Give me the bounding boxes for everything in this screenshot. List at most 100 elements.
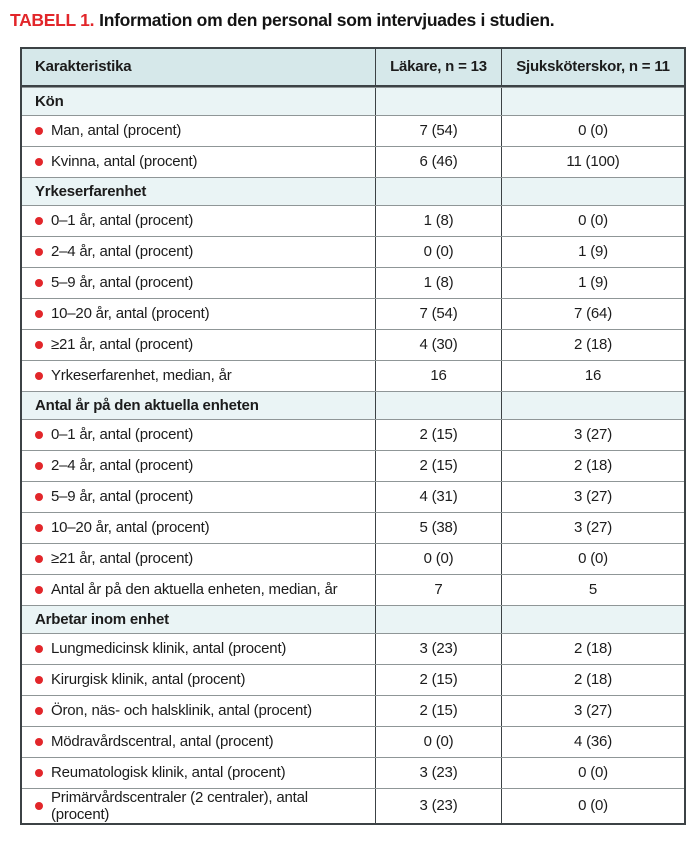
section-header-row: Yrkeserfarenhet: [22, 176, 684, 205]
sjukskoterskor-value-cell: 4 (36): [501, 726, 684, 757]
table-caption: TABELL 1. Information om den personal som…: [0, 0, 700, 32]
lakare-value-cell: 4 (30): [375, 329, 501, 360]
row-label-cell: 5–9 år, antal (procent): [22, 268, 375, 298]
table-row: Yrkeserfarenhet, median, år 16 16: [22, 359, 684, 391]
table-row: Primärvårdscentraler (2 centraler), anta…: [22, 787, 684, 823]
table-row: 10–20 år, antal (procent) 7 (54) 7 (64): [22, 297, 684, 329]
section-title: Antal år på den aktuella enheten: [35, 396, 259, 414]
row-label: ≥21 år, antal (procent): [51, 550, 194, 568]
row-label-cell: 2–4 år, antal (procent): [22, 451, 375, 481]
row-label: 2–4 år, antal (procent): [51, 457, 194, 475]
row-label-cell: ≥21 år, antal (procent): [22, 544, 375, 574]
row-label-cell: Primärvårdscentraler (2 centraler), anta…: [22, 789, 375, 823]
table-row: 2–4 år, antal (procent) 0 (0) 1 (9): [22, 235, 684, 267]
row-label: ≥21 år, antal (procent): [51, 336, 194, 354]
row-label: 10–20 år, antal (procent): [51, 305, 210, 323]
section-title: Kön: [35, 92, 64, 110]
empty-cell: [375, 391, 501, 419]
lakare-value-cell: 7 (54): [375, 115, 501, 146]
sjukskoterskor-value-cell: 0 (0): [501, 757, 684, 788]
lakare-value-cell: 1 (8): [375, 267, 501, 298]
row-label-cell: Kirurgisk klinik, antal (procent): [22, 665, 375, 695]
row-label-cell: 5–9 år, antal (procent): [22, 482, 375, 512]
bullet-icon: [35, 461, 43, 470]
section-title: Arbetar inom enhet: [35, 610, 169, 628]
table-row: 0–1 år, antal (procent) 2 (15) 3 (27): [22, 418, 684, 450]
lakare-value-cell: 7: [375, 574, 501, 605]
row-label: Kirurgisk klinik, antal (procent): [51, 671, 246, 689]
table-row: 0–1 år, antal (procent) 1 (8) 0 (0): [22, 204, 684, 236]
lakare-value-cell: 2 (15): [375, 664, 501, 695]
lakare-value-cell: 16: [375, 360, 501, 391]
table-row: Kirurgisk klinik, antal (procent) 2 (15) 2…: [22, 663, 684, 695]
table-row: ≥21 år, antal (procent) 4 (30) 2 (18): [22, 328, 684, 360]
data-table: Karakteristika Läkare, n = 13 Sjuksköter…: [20, 46, 686, 825]
table-row: Kvinna, antal (procent) 6 (46) 11 (100): [22, 145, 684, 177]
sjukskoterskor-value-cell: 16: [501, 360, 684, 391]
row-label-cell: 0–1 år, antal (procent): [22, 206, 375, 236]
table-row: 5–9 år, antal (procent) 1 (8) 1 (9): [22, 266, 684, 298]
row-label-cell: Antal år på den aktuella enheten, median…: [22, 575, 375, 605]
sjukskoterskor-value-cell: 0 (0): [501, 205, 684, 236]
bullet-icon: [35, 278, 43, 287]
row-label: Man, antal (procent): [51, 122, 182, 140]
lakare-value-cell: 3 (23): [375, 757, 501, 788]
row-label: Primärvårdscentraler (2 centraler), anta…: [51, 788, 308, 823]
section-title: Yrkeserfarenhet: [35, 182, 147, 200]
sjukskoterskor-value-cell: 1 (9): [501, 236, 684, 267]
bullet-icon: [35, 430, 43, 439]
row-label-cell: Man, antal (procent): [22, 116, 375, 146]
sjukskoterskor-value-cell: 2 (18): [501, 450, 684, 481]
table-row: 10–20 år, antal (procent) 5 (38) 3 (27): [22, 511, 684, 543]
lakare-value-cell: 3 (23): [375, 788, 501, 823]
bullet-icon: [35, 706, 43, 715]
empty-cell: [375, 177, 501, 205]
empty-cell: [501, 87, 684, 115]
row-label-cell: ≥21 år, antal (procent): [22, 330, 375, 360]
row-label-cell: Mödravårdscentral, antal (procent): [22, 727, 375, 757]
row-label: 5–9 år, antal (procent): [51, 488, 194, 506]
row-label: Lungmedicinsk klinik, antal (procent): [51, 640, 287, 658]
sjukskoterskor-value-cell: 3 (27): [501, 481, 684, 512]
sjukskoterskor-value-cell: 1 (9): [501, 267, 684, 298]
table-row: 2–4 år, antal (procent) 2 (15) 2 (18): [22, 449, 684, 481]
sjukskoterskor-value-cell: 3 (27): [501, 695, 684, 726]
bullet-icon: [35, 157, 43, 166]
lakare-value-cell: 0 (0): [375, 236, 501, 267]
row-label: Reumatologisk klinik, antal (procent): [51, 764, 286, 782]
row-label: Antal år på den aktuella enheten, median…: [51, 581, 338, 599]
bullet-icon: [35, 768, 43, 777]
header-sjukskoterskor: Sjuksköterskor, n = 11: [501, 48, 684, 85]
sjukskoterskor-value-cell: 2 (18): [501, 664, 684, 695]
sjukskoterskor-value-cell: 2 (18): [501, 633, 684, 664]
sjukskoterskor-value-cell: 2 (18): [501, 329, 684, 360]
bullet-icon: [35, 247, 43, 256]
bullet-icon: [35, 644, 43, 653]
empty-cell: [501, 177, 684, 205]
sjukskoterskor-value-cell: 3 (27): [501, 419, 684, 450]
lakare-value-cell: 2 (15): [375, 695, 501, 726]
table-title-text: Information om den personal som intervju…: [99, 10, 555, 30]
lakare-value-cell: 4 (31): [375, 481, 501, 512]
bullet-icon: [35, 340, 43, 349]
row-label-cell: Reumatologisk klinik, antal (procent): [22, 758, 375, 788]
table-row: Lungmedicinsk klinik, antal (procent) 3 (…: [22, 632, 684, 664]
empty-cell: [375, 87, 501, 115]
row-label-cell: 10–20 år, antal (procent): [22, 513, 375, 543]
table-row: Öron, näs- och halsklinik, antal (procen…: [22, 694, 684, 726]
bullet-icon: [35, 554, 43, 563]
lakare-value-cell: 7 (54): [375, 298, 501, 329]
row-label: Öron, näs- och halsklinik, antal (procen…: [51, 702, 312, 720]
bullet-icon: [35, 801, 43, 810]
row-label-cell: Öron, näs- och halsklinik, antal (procen…: [22, 696, 375, 726]
row-label-cell: Lungmedicinsk klinik, antal (procent): [22, 634, 375, 664]
bullet-icon: [35, 737, 43, 746]
bullet-icon: [35, 523, 43, 532]
bullet-icon: [35, 126, 43, 135]
lakare-value-cell: 5 (38): [375, 512, 501, 543]
table-row: Man, antal (procent) 7 (54) 0 (0): [22, 114, 684, 146]
sjukskoterskor-value-cell: 0 (0): [501, 788, 684, 823]
sjukskoterskor-value-cell: 7 (64): [501, 298, 684, 329]
row-label-cell: Yrkeserfarenhet, median, år: [22, 361, 375, 391]
